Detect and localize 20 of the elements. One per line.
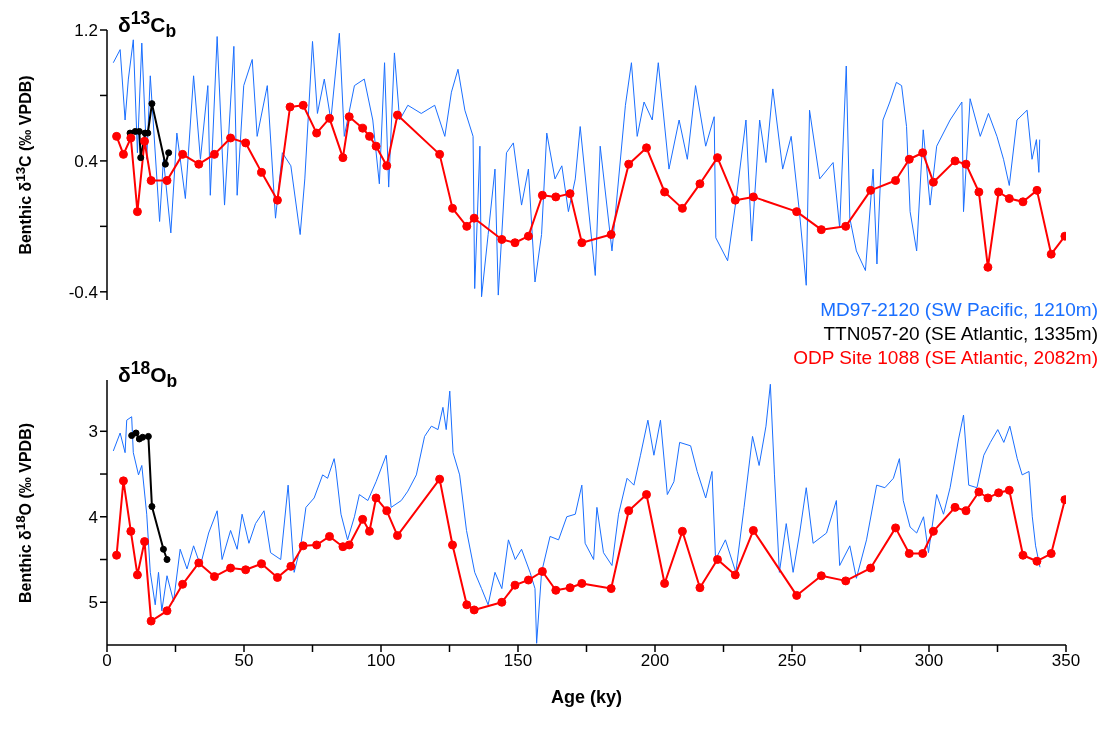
x-tick-label: 300	[914, 651, 944, 671]
y-tick-label: 4	[88, 507, 98, 527]
chart-title: δ$^{18}$O$_{b}$	[118, 358, 178, 393]
y-tick-label: 0.4	[74, 151, 98, 171]
x-tick-label: 100	[366, 651, 396, 671]
y-tick-label: 1.2	[74, 21, 98, 41]
x-axis-title: Age (ky)	[550, 687, 623, 708]
chart-title: δ$^{13}$C$_{b}$	[118, 8, 177, 43]
x-tick-label: 250	[777, 651, 807, 671]
x-tick-label: 0	[102, 651, 112, 671]
y-tick-label: -0.4	[68, 282, 98, 302]
text: TTN057-20 (SE Atlantic, 1335m)	[822, 322, 1098, 346]
series-label: MD97-2120 (SW Pacific, 1210m)	[819, 298, 1098, 322]
x-tick-label: 350	[1051, 651, 1081, 671]
y-tick-label: 5	[88, 593, 98, 613]
text: ODP Site 1088 (SE Atlantic, 2082m)	[793, 346, 1098, 370]
y-tick-label: 3	[88, 422, 98, 442]
x-tick-label: 50	[234, 651, 254, 671]
x-tick-label: 200	[640, 651, 670, 671]
x-tick-label: 150	[503, 651, 533, 671]
